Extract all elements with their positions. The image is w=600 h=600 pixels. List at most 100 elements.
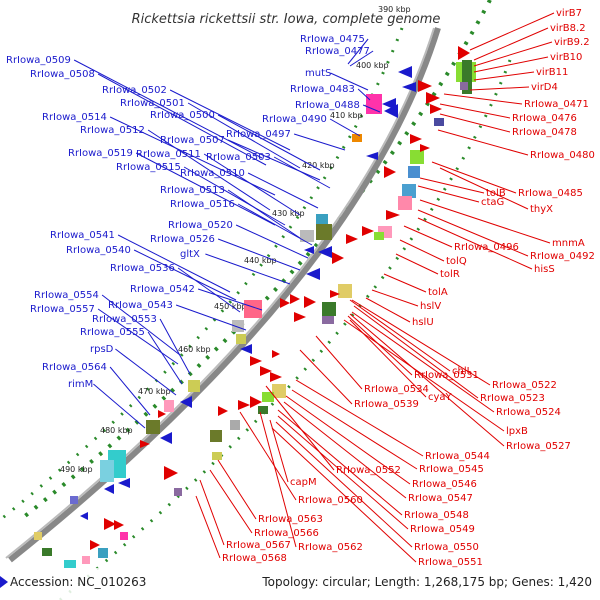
- gene-block: [100, 460, 114, 482]
- label-leader-line: [439, 167, 529, 210]
- gene-block: [316, 214, 328, 224]
- label-leader-line: [97, 308, 179, 365]
- gene-label: hslU: [412, 317, 434, 328]
- label-leader-line: [371, 289, 419, 307]
- gene-block: [64, 560, 76, 568]
- gene-label: RrIowa_0508: [30, 69, 95, 80]
- label-leader-line: [330, 72, 369, 91]
- label-leader-line: [93, 383, 146, 429]
- gene-label: RrIowa_0503: [206, 152, 271, 163]
- innermost-tick-ring: [59, 59, 512, 600]
- gene-block: [34, 532, 42, 540]
- gene-label: RrIowa_0514: [42, 112, 107, 123]
- gene-label: RrIowa_0536: [110, 263, 175, 274]
- label-leader-line: [351, 299, 491, 386]
- label-leader-line: [227, 189, 301, 239]
- gene-label: RrIowa_0510: [180, 168, 245, 179]
- gene-label: rimM: [68, 379, 93, 390]
- label-leader-line: [403, 225, 453, 248]
- gene-label: RrIowa_0523: [480, 393, 545, 404]
- gene-block: [352, 134, 362, 142]
- forward-gene-arrow: [90, 540, 100, 550]
- gene-label: RrIowa_0526: [150, 234, 215, 245]
- forward-gene-arrow: [362, 226, 374, 236]
- gene-block: [232, 320, 244, 332]
- label-leader-line: [417, 209, 529, 257]
- gene-block: [300, 230, 314, 242]
- gene-label: virB10: [550, 52, 582, 63]
- gene-label: RrIowa_0534: [364, 384, 429, 395]
- label-leader-line: [343, 319, 505, 432]
- label-leader-line: [237, 203, 313, 246]
- gene-label: RrIowa_0492: [530, 251, 595, 262]
- gene-label: RrIowa_0520: [168, 220, 233, 231]
- gene-block: [434, 118, 444, 126]
- gene-label: RrIowa_0497: [226, 129, 291, 140]
- label-leader-line: [227, 139, 321, 181]
- forward-gene-arrow: [218, 406, 228, 416]
- gene-block: [212, 452, 222, 460]
- gene-block: [316, 224, 332, 240]
- reverse-gene-arrow: [118, 478, 130, 488]
- gene-label: tolA: [428, 287, 448, 298]
- gene-block: [244, 300, 262, 318]
- gene-label: virB8.2: [550, 23, 586, 34]
- label-leader-line: [269, 419, 289, 483]
- label-leader-line: [439, 103, 511, 119]
- gene-label: RrIowa_0563: [258, 514, 323, 525]
- label-leader-line: [417, 217, 533, 270]
- gene-label: RrIowa_0477: [305, 46, 370, 57]
- gene-label: RrIowa_0519: [68, 148, 133, 159]
- label-leader-line: [239, 411, 297, 501]
- gene-label: RrIowa_0543: [108, 300, 173, 311]
- gene-label: RrIowa_0478: [512, 127, 577, 138]
- gene-label: ctaG: [481, 197, 504, 208]
- gene-block: [366, 94, 382, 114]
- gene-block: [462, 60, 472, 94]
- gene-label: RrIowa_0564: [42, 362, 107, 373]
- gene-label: RrIowa_0515: [116, 162, 181, 173]
- label-leader-line: [349, 299, 451, 372]
- gene-label: RrIowa_0513: [160, 185, 225, 196]
- label-leader-line: [431, 161, 517, 194]
- forward-gene-arrow: [272, 350, 280, 358]
- gene-label: RrIowa_0483: [290, 84, 355, 95]
- label-leader-line: [235, 224, 309, 259]
- label-leader-line: [177, 267, 241, 313]
- gene-label: chlI: [452, 366, 470, 377]
- forward-gene-arrow: [290, 294, 300, 304]
- gene-label: virB9.2: [554, 37, 590, 48]
- label-leader-line: [197, 288, 263, 311]
- gene-label: RrIowa_0507: [160, 135, 225, 146]
- gene-label: cyaY: [428, 392, 453, 403]
- gene-block: [146, 420, 160, 434]
- gene-block: [410, 150, 424, 164]
- gene-label: RrIowa_0511: [136, 149, 201, 160]
- label-leader-line: [283, 401, 407, 499]
- gene-label: RrIowa_0541: [50, 230, 115, 241]
- gene-label: RrIowa_0475: [300, 34, 365, 45]
- gene-label: rpsD: [90, 344, 114, 355]
- gene-block: [230, 420, 240, 430]
- label-leader-line: [147, 331, 183, 385]
- forward-gene-arrow: [250, 356, 262, 366]
- gene-label: RrIowa_0568: [222, 553, 287, 564]
- gene-label: lpxB: [506, 426, 528, 437]
- gene-label: RrIowa_0480: [530, 150, 595, 161]
- genome-backbone-shadow: [5, 27, 435, 559]
- gene-label: virB7: [556, 8, 582, 19]
- label-leader-line: [285, 395, 411, 485]
- scale-label: 450 kbp: [214, 302, 247, 311]
- gene-block: [322, 302, 336, 316]
- reverse-gene-arrow: [160, 432, 172, 444]
- label-leader-line: [383, 273, 427, 293]
- label-leader-line: [473, 41, 553, 67]
- gene-block: [42, 548, 52, 556]
- scale-label: 440 kbp: [244, 256, 277, 265]
- gene-block: [120, 532, 128, 540]
- label-leader-line: [247, 172, 319, 209]
- reverse-gene-arrow: [318, 246, 332, 258]
- gene-label: RrIowa_0500: [150, 110, 215, 121]
- reverse-gene-arrow: [304, 246, 314, 254]
